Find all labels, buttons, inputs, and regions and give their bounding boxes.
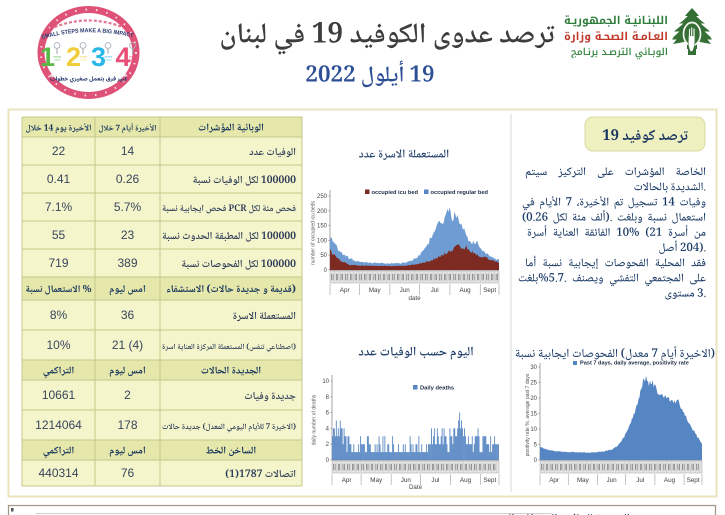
svg-text:Jun: Jun — [401, 477, 412, 484]
svg-text:daily number of deaths: daily number of deaths — [312, 394, 318, 445]
svg-text:14: 14 — [121, 144, 135, 158]
svg-text:0: 0 — [324, 268, 328, 274]
svg-text:1214064: 1214064 — [35, 418, 82, 432]
svg-text:8%: 8% — [50, 308, 68, 322]
svg-text:22: 22 — [52, 144, 66, 158]
svg-text:3: 3 — [91, 42, 106, 72]
svg-text:100: 100 — [317, 238, 328, 244]
svg-text:May: May — [370, 477, 383, 484]
svg-text:6: 6 — [326, 411, 330, 417]
svg-text:389: 389 — [117, 256, 137, 270]
svg-text:2: 2 — [124, 388, 131, 402]
svg-text:7.1%: 7.1% — [45, 200, 73, 214]
svg-text:23: 23 — [121, 228, 135, 242]
svg-text:2: 2 — [326, 442, 330, 448]
svg-text:May: May — [369, 287, 382, 294]
svg-text:May: May — [577, 477, 590, 484]
svg-text:Daily deaths: Daily deaths — [420, 386, 454, 392]
svg-text:250: 250 — [317, 194, 328, 200]
svg-text:5: 5 — [534, 443, 538, 449]
svg-text:Jun: Jun — [607, 477, 618, 484]
svg-text:5.7%: 5.7% — [114, 200, 142, 214]
svg-text:Sept: Sept — [687, 477, 700, 484]
svg-text:Aug: Aug — [459, 287, 471, 294]
svg-text:440314: 440314 — [38, 466, 78, 480]
svg-text:occupied icu bed: occupied icu bed — [372, 190, 419, 196]
svg-text:178: 178 — [117, 418, 137, 432]
svg-text:10%: 10% — [46, 338, 70, 352]
svg-text:number of occupied icu beds: number of occupied icu beds — [311, 201, 317, 265]
svg-text:0.26: 0.26 — [116, 172, 140, 186]
svg-text:200: 200 — [317, 209, 328, 215]
svg-text:Jul: Jul — [431, 287, 439, 294]
svg-text:2: 2 — [66, 42, 81, 72]
svg-text:Date: Date — [409, 484, 423, 491]
svg-text:76: 76 — [121, 466, 135, 480]
svg-text:positivity rate %, average pas: positivity rate %, average past 7 days — [525, 373, 531, 456]
svg-text:25: 25 — [530, 381, 537, 387]
svg-text:15: 15 — [530, 412, 537, 418]
svg-text:10661: 10661 — [42, 388, 76, 402]
svg-text:Aug: Aug — [664, 477, 676, 484]
svg-text:4: 4 — [326, 426, 330, 432]
svg-text:Sept: Sept — [483, 477, 496, 484]
svg-text:30: 30 — [530, 365, 537, 371]
svg-text:55: 55 — [52, 228, 66, 242]
svg-text:Jun: Jun — [400, 287, 411, 294]
svg-text:Apr: Apr — [549, 477, 559, 484]
svg-text:Sept: Sept — [483, 287, 496, 294]
svg-text:8: 8 — [326, 395, 330, 401]
svg-text:1: 1 — [40, 42, 55, 72]
svg-text:0.41: 0.41 — [47, 172, 71, 186]
svg-text:719: 719 — [48, 256, 68, 270]
svg-text:Apr: Apr — [342, 477, 352, 484]
svg-text:date: date — [408, 295, 421, 302]
svg-text:20: 20 — [530, 396, 537, 402]
svg-text:0: 0 — [326, 458, 330, 464]
svg-text:4: 4 — [115, 42, 130, 72]
svg-text:21 (4): 21 (4) — [112, 338, 143, 352]
svg-text:0: 0 — [534, 458, 538, 464]
svg-text:Past 7 days, daily average, po: Past 7 days, daily average, positivity r… — [580, 361, 689, 367]
svg-text:Jul: Jul — [431, 477, 439, 484]
svg-text:Aug: Aug — [460, 477, 472, 484]
svg-text:150: 150 — [317, 224, 328, 230]
svg-text:10: 10 — [530, 427, 537, 433]
svg-text:Apr: Apr — [340, 287, 350, 294]
svg-text:Jul: Jul — [636, 477, 644, 484]
svg-text:36: 36 — [121, 308, 135, 322]
svg-text:occupied regular bed: occupied regular bed — [431, 190, 489, 196]
svg-text:10: 10 — [322, 379, 329, 385]
svg-text:50: 50 — [320, 253, 327, 259]
